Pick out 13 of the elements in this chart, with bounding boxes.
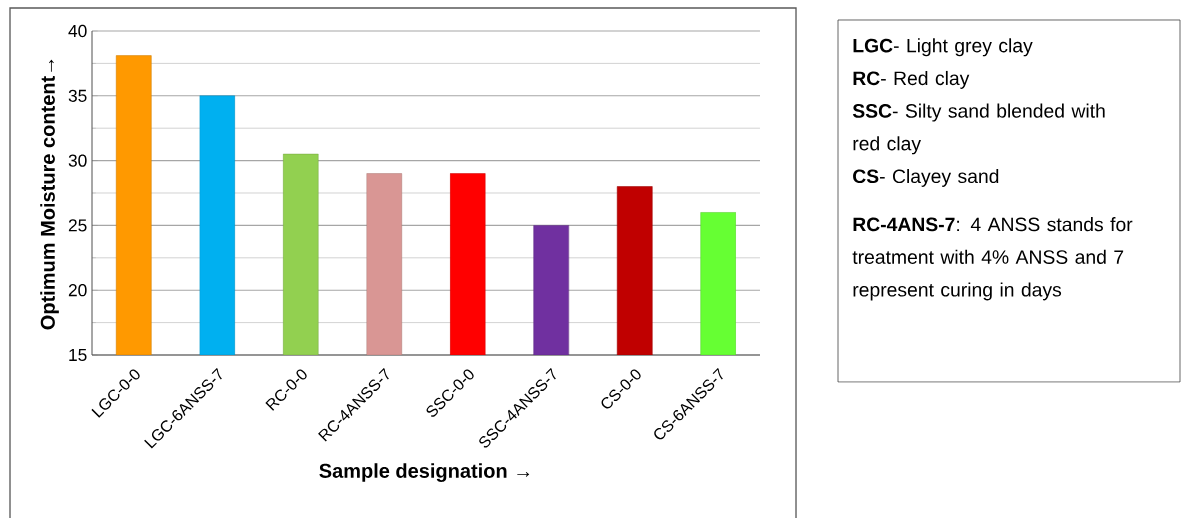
text: LGC- Light grey clay [853, 38, 1033, 57]
y-tick-label: 30 [68, 154, 87, 167]
x-axis-title: Sample designation → [319, 463, 530, 482]
text: RC-4ANS-7: 4 ANSS stands for treatment with 4% ANSS and 7 represent curing in days [852, 217, 1133, 301]
y-tick-label: 35 [68, 89, 87, 102]
y-tick-label: 15 [69, 348, 87, 362]
y-tick-label: 40 [68, 24, 87, 38]
y-tick-label: 25 [68, 219, 87, 232]
y-axis-title: Optimum Moisture content→ [40, 59, 59, 330]
y-tick-label: 20 [68, 284, 87, 297]
text: SSC- Silty sand blended with red clay [852, 103, 1105, 155]
text: RC- Red clay [853, 70, 970, 89]
text: CS- Clayey sand [853, 168, 999, 187]
